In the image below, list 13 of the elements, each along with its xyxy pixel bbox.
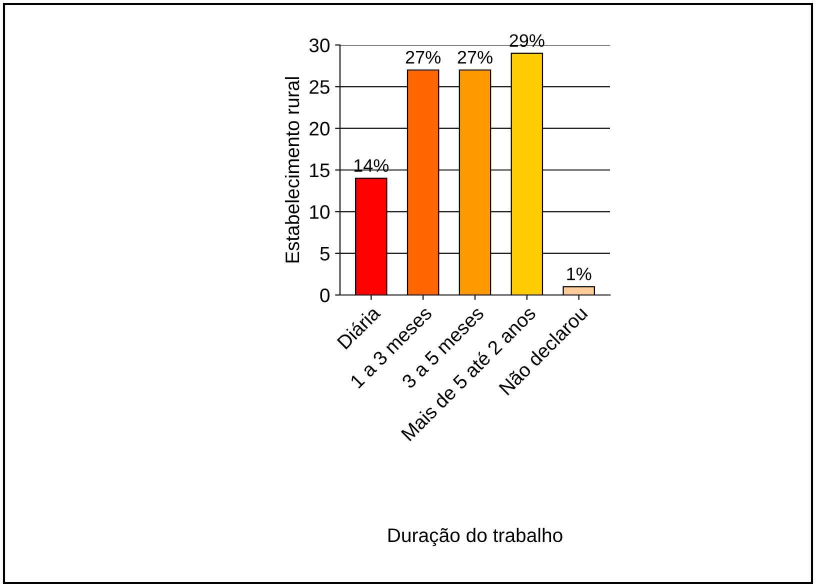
y-tick-label: 30 [309, 38, 330, 52]
data-label: 29% [510, 34, 544, 47]
y-tick-label: 10 [310, 205, 330, 219]
data-label: 27% [458, 50, 492, 64]
y-tick-label: 25 [310, 80, 330, 94]
x-axis-title: Duração do trabalho [388, 528, 562, 546]
data-label: 27% [406, 50, 441, 64]
y-axis-title: Estabelecimento rural [284, 77, 300, 262]
y-tick-label: 15 [310, 164, 330, 178]
y-tick-label: 20 [310, 122, 330, 136]
data-label: 1% [567, 268, 592, 280]
y-tick-label: 5 [320, 247, 330, 261]
y-tick-label: 0 [320, 288, 330, 302]
